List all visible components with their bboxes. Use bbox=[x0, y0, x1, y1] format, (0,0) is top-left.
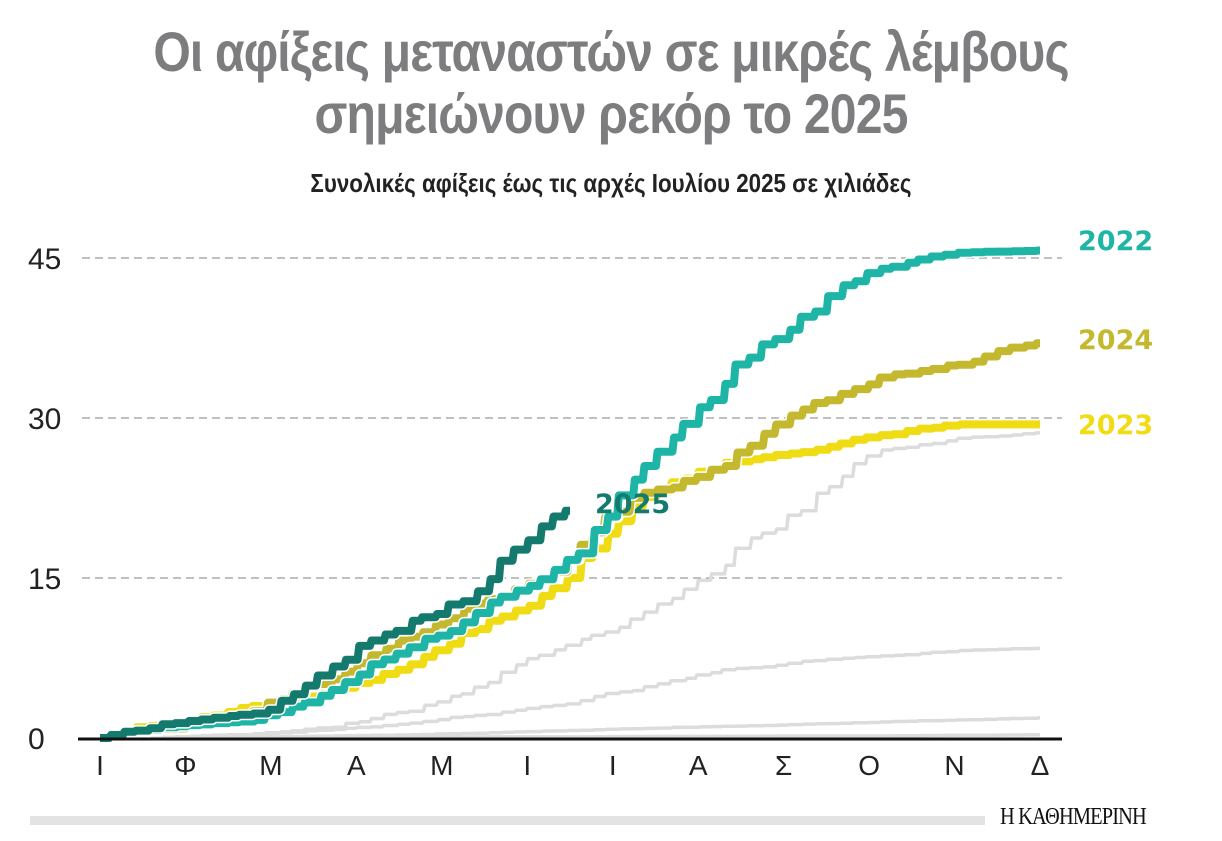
x-tick-label: Ν bbox=[944, 750, 964, 781]
series-label-2024: 2024 bbox=[1078, 325, 1153, 356]
series-line-2023 bbox=[100, 420, 1043, 742]
x-tick-label: Α bbox=[689, 750, 708, 781]
chart-title-line-1: Οι αφίξεις μεταναστών σε μικρές λέμβους bbox=[153, 20, 1069, 83]
publisher-logo: Η ΚΑΘΗΜΕΡΙΝΗ bbox=[1000, 804, 1147, 830]
gridlines bbox=[82, 257, 1062, 579]
series-label-2023: 2023 bbox=[1078, 410, 1153, 441]
chart-title-line-2: σημειώνουν ρεκόρ το 2025 bbox=[314, 82, 908, 145]
x-tick-label: Μ bbox=[430, 750, 453, 781]
y-axis-labels: 0 15 30 45 bbox=[28, 243, 61, 756]
x-tick-label: Φ bbox=[174, 750, 196, 781]
series-line-2022 bbox=[100, 246, 1042, 742]
x-tick-label: Σ bbox=[775, 750, 792, 781]
y-tick-label: 15 bbox=[28, 563, 61, 596]
series-label-2022: 2022 bbox=[1078, 226, 1153, 257]
x-tick-label: Δ bbox=[1031, 750, 1050, 781]
x-tick-label: Ι bbox=[96, 750, 104, 781]
x-tick-label: Ο bbox=[858, 750, 880, 781]
x-tick-label: Ι bbox=[609, 750, 617, 781]
series-lines bbox=[100, 245, 1045, 744]
series-label-2025: 2025 bbox=[595, 489, 670, 520]
series-line-previous-year bbox=[100, 646, 1040, 740]
x-tick-label: Ι bbox=[523, 750, 531, 781]
series-line-2025 bbox=[100, 506, 570, 742]
series-line-2024 bbox=[100, 339, 1041, 742]
x-tick-label: Μ bbox=[259, 750, 282, 781]
y-tick-label: 30 bbox=[28, 403, 61, 436]
x-tick-label: Α bbox=[347, 750, 366, 781]
footer-bar bbox=[30, 816, 985, 825]
series-labels: 2022 2023 2024 2025 bbox=[595, 226, 1153, 520]
y-tick-label: 45 bbox=[28, 243, 61, 276]
y-tick-label: 0 bbox=[28, 723, 45, 756]
chart-subtitle: Συνολικές αφίξεις έως τις αρχές Ιουλίου … bbox=[310, 168, 912, 198]
